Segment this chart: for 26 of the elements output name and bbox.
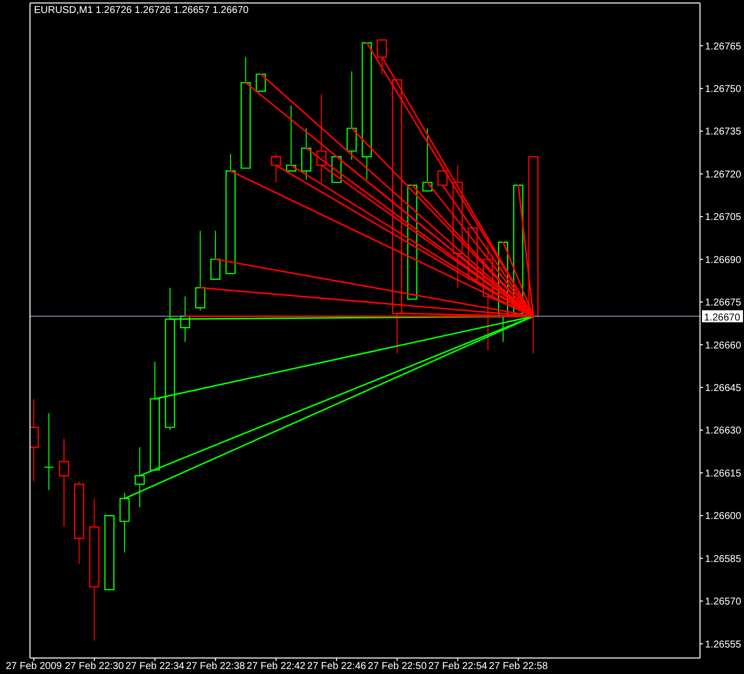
- y-tick-label: 1.26750: [705, 84, 742, 95]
- x-tick-label: 27 Feb 22:34: [125, 661, 185, 672]
- y-tick-label: 1.26660: [705, 340, 742, 352]
- x-tick-label: 27 Feb 2009: [6, 661, 62, 672]
- x-tick-label: 27 Feb 22:42: [246, 661, 306, 672]
- x-tick-label: 27 Feb 22:58: [488, 661, 548, 672]
- y-tick-label: 1.26690: [705, 254, 742, 266]
- y-tick-label: 1.26630: [705, 426, 742, 437]
- x-tick-label: 27 Feb 22:38: [186, 661, 246, 672]
- y-tick-label: 1.26675: [705, 298, 742, 309]
- ref-line-label: 1.26670: [704, 312, 741, 324]
- y-tick-label: 1.26720: [705, 169, 742, 180]
- y-tick-label: 1.26765: [705, 41, 742, 52]
- chart-title: EURUSD,M1 1.26726 1.26726 1.26657 1.26670: [34, 5, 249, 17]
- x-tick-label: 27 Feb 22:50: [368, 661, 428, 672]
- x-tick-label: 27 Feb 22:30: [64, 661, 124, 672]
- y-tick-label: 1.26615: [705, 468, 742, 480]
- x-tick-label: 27 Feb 22:54: [428, 661, 488, 672]
- x-tick-label: 27 Feb 22:46: [307, 661, 367, 672]
- y-tick-label: 1.26570: [705, 596, 742, 608]
- y-tick-label: 1.26705: [705, 212, 742, 224]
- y-tick-label: 1.26645: [705, 383, 742, 394]
- y-tick-label: 1.26555: [705, 639, 742, 650]
- y-tick-label: 1.26735: [705, 126, 742, 138]
- y-tick-label: 1.26600: [705, 511, 742, 522]
- y-tick-label: 1.26585: [705, 554, 742, 565]
